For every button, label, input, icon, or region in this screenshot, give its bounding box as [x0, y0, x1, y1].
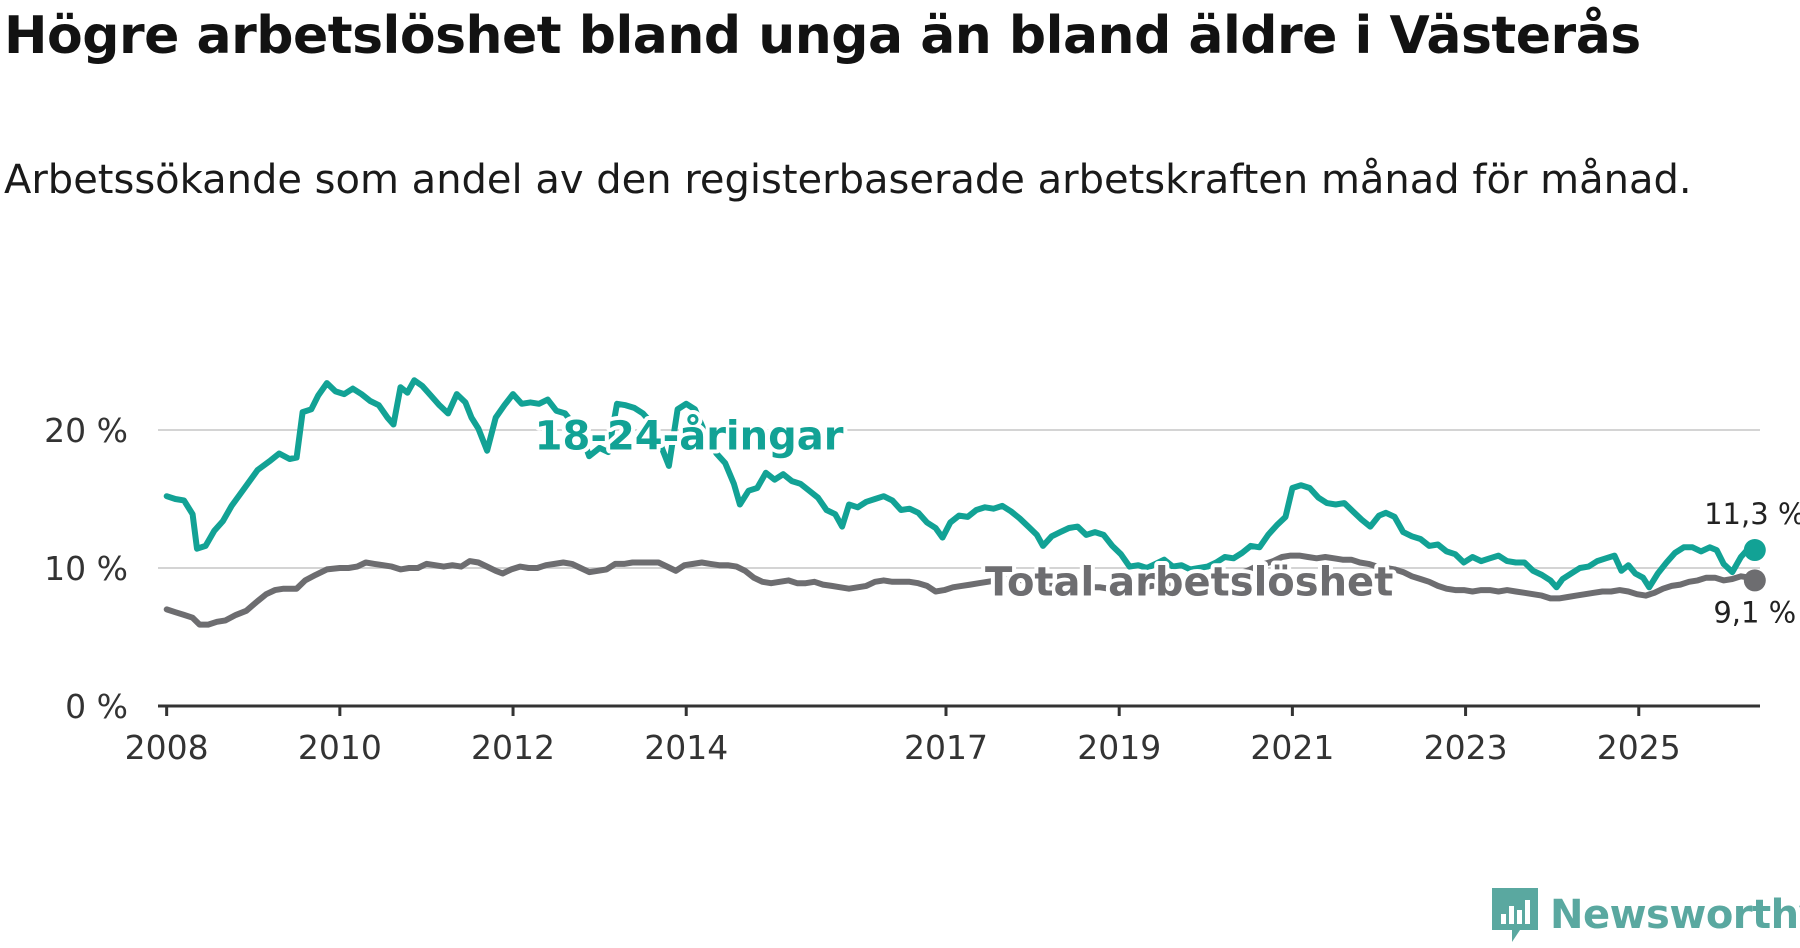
x-tick-label: 2012	[471, 728, 555, 767]
brand-logo: Newsworthy	[1490, 886, 1800, 944]
series-label-youth: 18-24-åringar	[535, 412, 844, 459]
series-label-total: Total arbetslöshet	[985, 560, 1393, 606]
end-point-total	[1743, 569, 1766, 592]
y-axis-ticks: 0 % 10 % 20 %	[44, 411, 128, 726]
brand-name: Newsworthy	[1550, 892, 1800, 938]
x-axis: 2008 2010 2012 2014 2017 2019 2021 2023 2025	[125, 704, 1760, 767]
y-tick-label: 0 %	[65, 687, 128, 726]
series-labels: 18-24-åringar Total arbetslöshet 11,3 % 9,1…	[531, 408, 1800, 629]
chart-title: Högre arbetslöshet bland unga än bland ä…	[4, 6, 1641, 66]
series-line-total	[163, 552, 1758, 628]
end-value-label-total: 9,1 %	[1713, 595, 1796, 629]
x-tick-label: 2019	[1077, 728, 1161, 767]
chart-subtitle: Arbetssökande som andel av den registerb…	[4, 157, 1692, 203]
x-tick-label: 2014	[644, 728, 728, 767]
gridlines	[158, 429, 1760, 569]
end-value-label-youth: 11,3 %	[1704, 497, 1800, 531]
x-tick-label: 2017	[904, 728, 988, 767]
y-tick-label: 20 %	[44, 411, 128, 450]
x-tick-label: 2025	[1597, 728, 1681, 767]
newsworthy-logo-icon	[1492, 888, 1538, 942]
series-lines	[163, 377, 1766, 628]
x-tick-label: 2021	[1250, 728, 1334, 767]
x-tick-label: 2008	[125, 728, 209, 767]
x-tick-label: 2010	[298, 728, 382, 767]
y-tick-label: 10 %	[44, 549, 128, 588]
end-point-youth	[1743, 539, 1766, 562]
series-line-youth	[163, 377, 1758, 591]
x-tick-label: 2023	[1424, 728, 1508, 767]
